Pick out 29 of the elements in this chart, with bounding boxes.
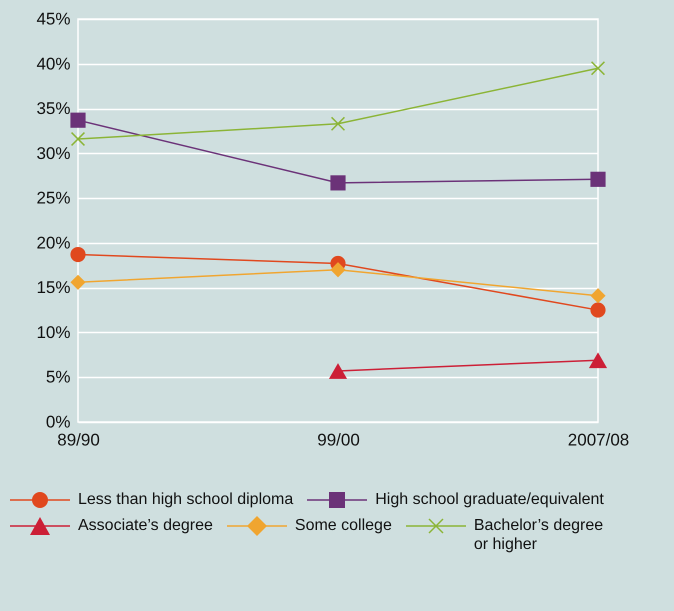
legend-label: Bachelor’s degree or higher xyxy=(474,516,604,554)
x-tick-label: 2007/08 xyxy=(568,430,630,450)
x-tick-label: 89/90 xyxy=(57,430,100,450)
point xyxy=(70,132,86,146)
y-tick-label: 30% xyxy=(36,144,70,163)
point xyxy=(330,175,346,190)
point xyxy=(590,172,606,187)
legend-label: Some college xyxy=(294,516,392,535)
legend-label: High school graduate/equivalent xyxy=(375,490,604,509)
point xyxy=(590,61,606,76)
y-tick-label: 15% xyxy=(36,278,70,298)
y-tick-label: 20% xyxy=(36,233,70,252)
point xyxy=(70,246,86,262)
point xyxy=(330,262,346,278)
y-tick-label: 45% xyxy=(36,10,70,28)
x-tick-label: 99/00 xyxy=(317,430,360,450)
point xyxy=(70,274,86,290)
point xyxy=(330,116,346,131)
legend-label: Associate’s degree xyxy=(78,516,213,535)
y-tick-label: 10% xyxy=(36,322,70,342)
y-tick-label: 35% xyxy=(36,99,70,118)
y-tick-label: 0% xyxy=(46,412,70,432)
legend-label: Less than high school diploma xyxy=(78,490,294,509)
y-tick-label: 25% xyxy=(36,188,70,208)
point xyxy=(70,112,86,128)
point xyxy=(590,288,606,304)
point xyxy=(590,302,606,318)
y-tick-label: 40% xyxy=(36,54,70,74)
y-tick-label: 5% xyxy=(46,368,70,387)
